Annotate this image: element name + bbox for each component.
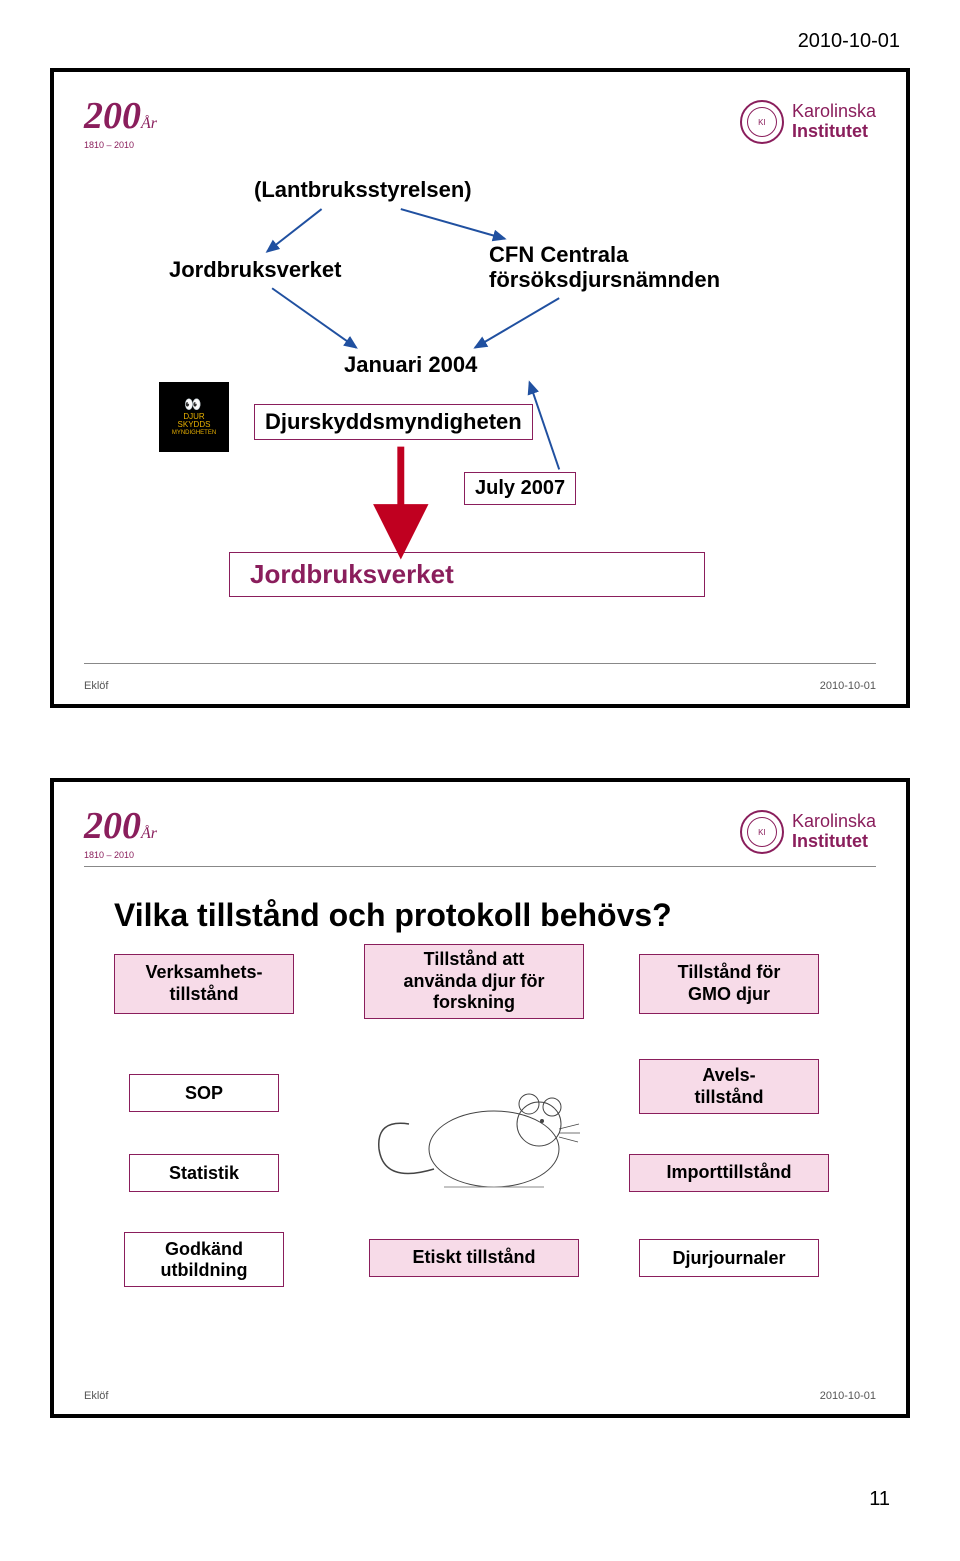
- box-avel: Avels-tillstånd: [639, 1059, 819, 1114]
- footer-left-2: Eklöf: [84, 1390, 108, 1402]
- ki-text: Karolinska Institutet: [792, 102, 876, 142]
- footer-right-2: 2010-10-01: [820, 1390, 876, 1402]
- label-cfn2: försöksdjursnämnden: [489, 267, 720, 293]
- djur-badge-icon: 👀 DJUR SKYDDS MYNDIGHETEN: [159, 382, 229, 452]
- mouse-icon: [364, 1049, 594, 1209]
- slide2-body: Verksamhets-tillstånd Tillstånd attanvän…: [84, 954, 876, 1354]
- box-statistik: Statistik: [129, 1154, 279, 1192]
- ki-line1: Karolinska: [792, 102, 876, 122]
- label-jordbruk1: Jordbruksverket: [169, 257, 341, 283]
- header-date: 2010-10-01: [50, 30, 910, 53]
- slide2-header: 200År 1810 – 2010 KI Karolinska Institut…: [84, 802, 876, 862]
- slide-2: 200År 1810 – 2010 KI Karolinska Institut…: [50, 778, 910, 1418]
- label-jordbruk2: Jordbruksverket: [229, 552, 705, 597]
- label-july: July 2007: [464, 472, 576, 505]
- divider-top: [84, 866, 876, 867]
- label-januari: Januari 2004: [344, 352, 477, 378]
- slide2-footer: Eklöf 2010-10-01: [84, 1390, 876, 1402]
- slide2-title: Vilka tillstånd och protokoll behövs?: [114, 897, 876, 934]
- footer-left: Eklöf: [84, 680, 108, 692]
- label-lantbruk: (Lantbruksstyrelsen): [254, 177, 472, 203]
- divider: [84, 663, 876, 664]
- djur-line3: MYNDIGHETEN: [172, 430, 216, 437]
- ki-logo-2: KI Karolinska Institutet: [740, 810, 876, 854]
- slide-1: 200År 1810 – 2010 KI Karolinska Institut…: [50, 68, 910, 708]
- logo-200-2: 200År 1810 – 2010: [84, 804, 157, 860]
- page: 2010-10-01 200År 1810 – 2010 KI Karolins…: [0, 0, 960, 1561]
- djur-line2: SKYDDS: [178, 421, 211, 430]
- logo-years: 1810 – 2010: [84, 140, 157, 150]
- box-gmo: Tillstånd förGMO djur: [639, 954, 819, 1014]
- box-verksamhet: Verksamhets-tillstånd: [114, 954, 294, 1014]
- label-cfn1: CFN Centrala: [489, 242, 628, 268]
- logo-suffix: År: [141, 115, 157, 132]
- logo-200: 200År 1810 – 2010: [84, 94, 157, 150]
- label-djurskydd: Djurskyddsmyndigheten: [254, 404, 533, 440]
- box-godkand: Godkändutbildning: [124, 1232, 284, 1287]
- box-tillstand-att: Tillstånd attanvända djur förforskning: [364, 944, 584, 1019]
- slide1-body: (Lantbruksstyrelsen) Jordbruksverket CFN…: [84, 172, 876, 652]
- box-sop: SOP: [129, 1074, 279, 1112]
- box-etiskt: Etiskt tillstånd: [369, 1239, 579, 1277]
- ki-seal-icon-2: KI: [740, 810, 784, 854]
- logo-number: 200: [84, 95, 141, 137]
- page-number: 11: [50, 1488, 910, 1511]
- slide1-footer: Eklöf 2010-10-01: [84, 680, 876, 692]
- box-djurjournaler: Djurjournaler: [639, 1239, 819, 1277]
- footer-right: 2010-10-01: [820, 680, 876, 692]
- ki-line2: Institutet: [792, 122, 876, 142]
- ki-logo: KI Karolinska Institutet: [740, 100, 876, 144]
- slide-header: 200År 1810 – 2010 KI Karolinska Institut…: [84, 92, 876, 152]
- ki-seal-icon: KI: [740, 100, 784, 144]
- box-import: Importtillstånd: [629, 1154, 829, 1192]
